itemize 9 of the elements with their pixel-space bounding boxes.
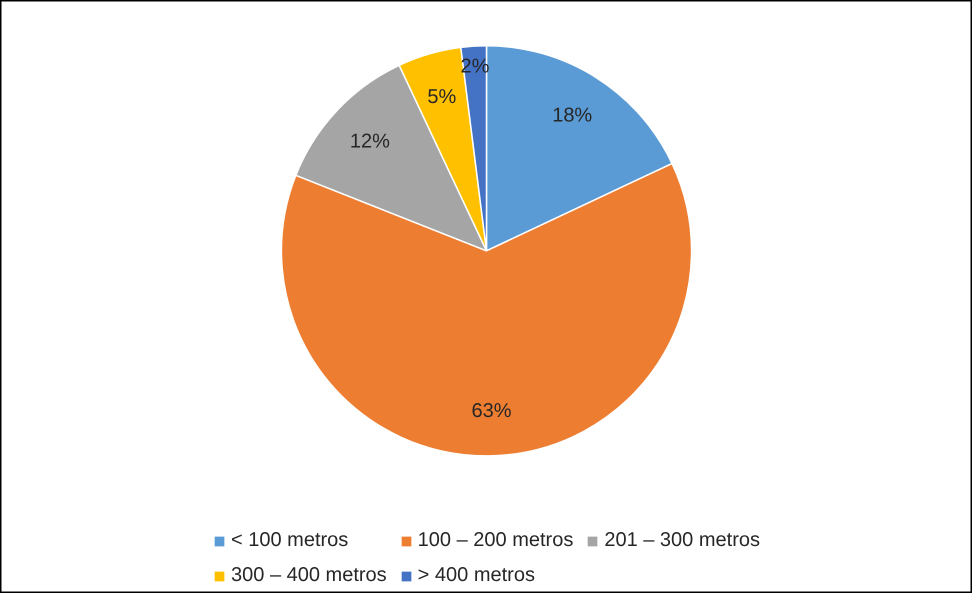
data-label: 12% xyxy=(350,130,390,152)
legend-label: > 400 metros xyxy=(418,564,535,587)
legend-label: 100 – 200 metros xyxy=(418,529,574,552)
data-label: 63% xyxy=(472,400,512,422)
data-label: 5% xyxy=(427,86,457,108)
legend-label: 201 – 300 metros xyxy=(604,529,760,552)
legend-label: < 100 metros xyxy=(231,529,348,552)
data-label: 18% xyxy=(552,104,592,127)
legend-label: 300 – 400 metros xyxy=(231,564,387,587)
